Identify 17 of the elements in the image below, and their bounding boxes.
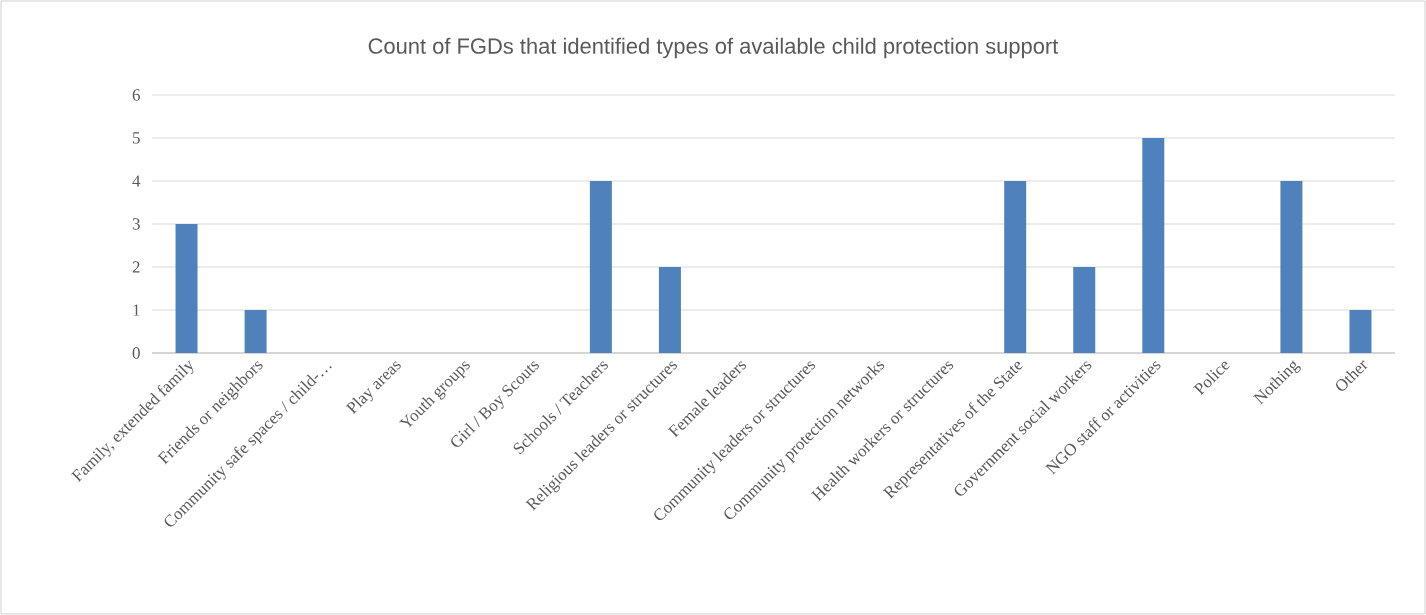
y-tick-label: 1 (133, 304, 140, 316)
bar (1073, 266, 1096, 353)
y-tick-label: 3 (132, 218, 140, 230)
chart-title: Count of FGDs that identified types of available child protection support (368, 37, 1059, 59)
bar (589, 180, 612, 353)
bar (658, 266, 681, 353)
y-tick-label: 2 (132, 261, 140, 273)
y-tick-label: 5 (133, 132, 140, 144)
bar (1142, 137, 1165, 353)
bar (244, 309, 267, 353)
bar (1280, 180, 1303, 353)
bar (175, 223, 198, 353)
bar (1004, 180, 1027, 353)
y-tick-label: 4 (132, 175, 141, 187)
y-tick-label: 0 (132, 347, 140, 359)
y-tick-label: 6 (132, 89, 140, 101)
bar (1349, 309, 1372, 353)
